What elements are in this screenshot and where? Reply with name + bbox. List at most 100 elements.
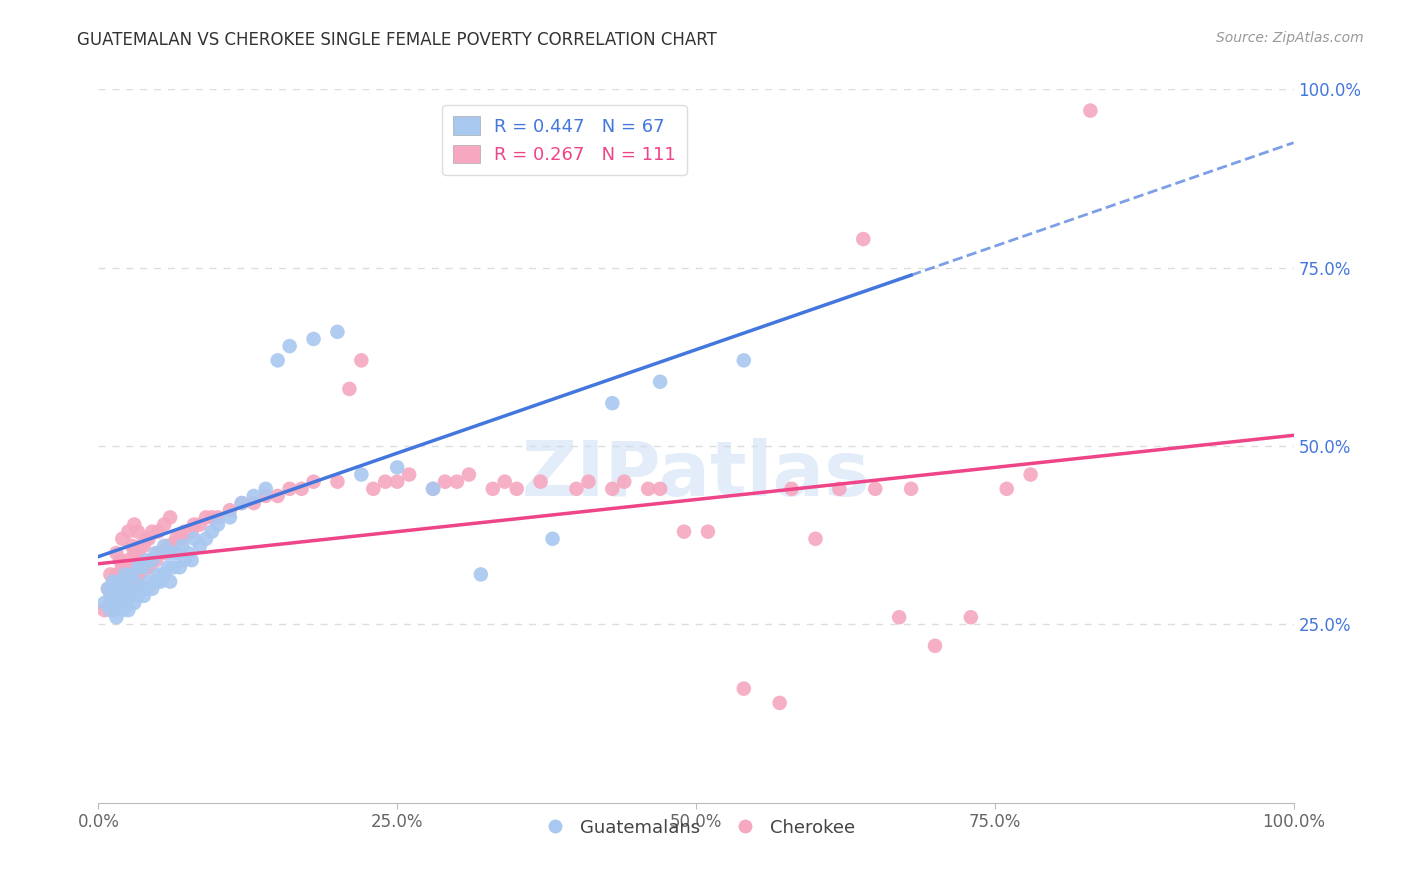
Point [101, 596, 124, 610]
Point [124, 546, 146, 560]
Point [127, 524, 149, 539]
Point [121, 539, 143, 553]
Point [219, 503, 242, 517]
Point [180, 553, 202, 567]
Point [804, 532, 827, 546]
Point [188, 517, 211, 532]
Point [141, 582, 163, 596]
Point [889, 610, 911, 624]
Point [129, 539, 152, 553]
Point [169, 532, 191, 546]
Point [111, 582, 134, 596]
Point [127, 567, 149, 582]
Point [108, 574, 131, 589]
Point [148, 567, 170, 582]
Point [602, 482, 624, 496]
Point [108, 553, 131, 567]
Point [422, 482, 444, 496]
Point [117, 582, 139, 596]
Point [363, 482, 385, 496]
Point [148, 546, 170, 560]
Point [93, 596, 115, 610]
Point [374, 475, 396, 489]
Point [183, 517, 205, 532]
Point [135, 553, 157, 567]
Point [733, 681, 755, 696]
Point [637, 482, 659, 496]
Point [156, 560, 179, 574]
Point [422, 482, 444, 496]
Point [613, 475, 636, 489]
Point [124, 596, 146, 610]
Point [195, 532, 218, 546]
Point [124, 574, 146, 589]
Point [132, 560, 155, 574]
Point [148, 524, 170, 539]
Point [159, 546, 181, 560]
Point [108, 596, 131, 610]
Point [98, 567, 122, 582]
Text: GUATEMALAN VS CHEROKEE SINGLE FEMALE POVERTY CORRELATION CHART: GUATEMALAN VS CHEROKEE SINGLE FEMALE POV… [77, 31, 717, 49]
Text: ZIPatlas: ZIPatlas [522, 438, 870, 511]
Point [153, 567, 176, 582]
Point [121, 567, 143, 582]
Point [149, 546, 172, 560]
Point [138, 560, 160, 574]
Point [121, 574, 143, 589]
Point [145, 546, 167, 560]
Point [697, 524, 720, 539]
Point [183, 532, 205, 546]
Point [129, 567, 152, 582]
Point [177, 524, 200, 539]
Point [111, 532, 134, 546]
Point [565, 482, 588, 496]
Point [398, 467, 420, 482]
Point [132, 560, 155, 574]
Point [121, 589, 143, 603]
Point [127, 589, 149, 603]
Point [828, 482, 851, 496]
Point [111, 603, 134, 617]
Point [254, 489, 277, 503]
Point [291, 482, 314, 496]
Point [673, 524, 696, 539]
Point [141, 524, 163, 539]
Point [219, 510, 242, 524]
Point [138, 574, 160, 589]
Point [326, 475, 349, 489]
Point [135, 560, 157, 574]
Point [127, 560, 149, 574]
Point [156, 539, 179, 553]
Point [172, 539, 194, 553]
Point [98, 596, 122, 610]
Point [165, 546, 187, 560]
Point [494, 475, 516, 489]
Point [127, 546, 149, 560]
Point [101, 582, 124, 596]
Point [267, 353, 290, 368]
Point [578, 475, 600, 489]
Point [129, 582, 152, 596]
Point [138, 532, 160, 546]
Point [865, 482, 887, 496]
Point [278, 482, 301, 496]
Point [350, 467, 373, 482]
Point [960, 610, 983, 624]
Point [114, 589, 136, 603]
Point [141, 553, 163, 567]
Point [111, 582, 134, 596]
Point [267, 489, 290, 503]
Point [231, 496, 253, 510]
Point [201, 524, 224, 539]
Point [97, 582, 120, 596]
Point [530, 475, 553, 489]
Point [446, 475, 468, 489]
Point [114, 596, 136, 610]
Point [105, 589, 128, 603]
Point [278, 339, 301, 353]
Point [141, 553, 163, 567]
Point [132, 589, 155, 603]
Point [201, 510, 224, 524]
Point [93, 603, 115, 617]
Point [350, 353, 373, 368]
